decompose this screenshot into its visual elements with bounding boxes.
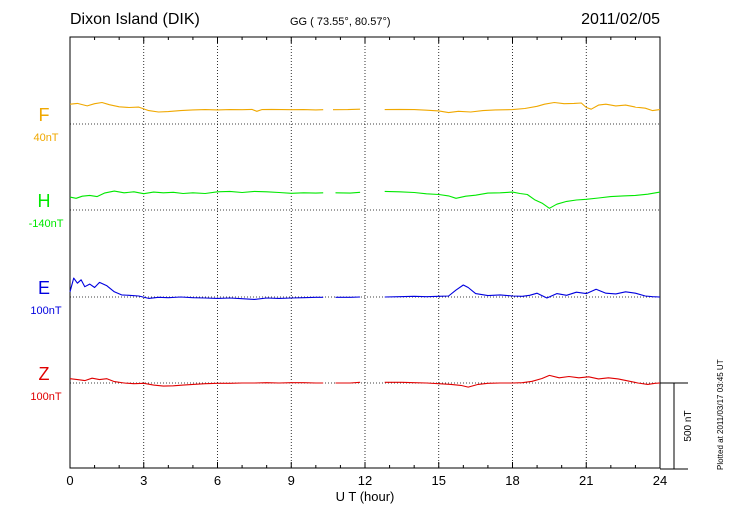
component-label-H: H — [38, 191, 51, 211]
station-coordinates: GG ( 73.55°, 80.57°) — [290, 16, 391, 28]
scale-bar-label: 500 nT — [683, 410, 694, 441]
x-tick-label: 18 — [505, 473, 519, 488]
baseline-label-H: -140nT — [29, 218, 64, 230]
plotted-timestamp: Plotted at 2011/03/17 03:45 UT — [716, 359, 725, 470]
component-label-Z: Z — [39, 364, 50, 384]
x-axis-label: U T (hour) — [336, 489, 395, 504]
x-tick-label: 3 — [140, 473, 147, 488]
series-line-E — [69, 277, 661, 300]
component-label-F: F — [39, 105, 50, 125]
series-line-F — [69, 101, 661, 114]
x-tick-label: 24 — [653, 473, 667, 488]
baseline-label-F: 40nT — [33, 132, 58, 144]
chart-date: 2011/02/05 — [581, 11, 660, 28]
x-tick-label: 0 — [66, 473, 73, 488]
series-line-H — [69, 190, 661, 209]
x-tick-label: 21 — [579, 473, 593, 488]
baseline-label-Z: 100nT — [30, 391, 61, 403]
baseline-label-E: 100nT — [30, 305, 61, 317]
component-label-E: E — [38, 278, 50, 298]
station-title: Dixon Island (DIK) — [70, 11, 200, 28]
series-line-Z — [69, 374, 661, 388]
x-tick-label: 12 — [358, 473, 372, 488]
x-tick-label: 15 — [432, 473, 446, 488]
x-tick-label: 9 — [288, 473, 295, 488]
x-tick-label: 6 — [214, 473, 221, 488]
